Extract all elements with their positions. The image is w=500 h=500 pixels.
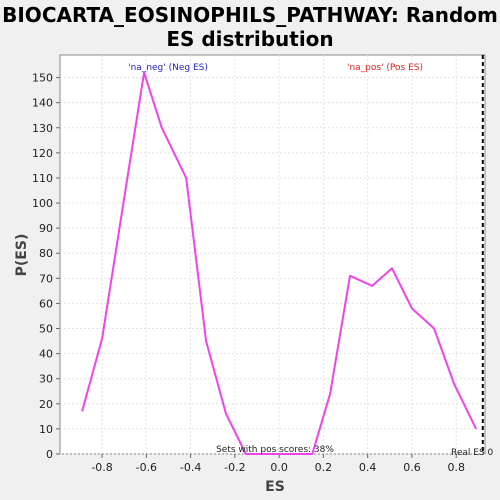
y-tick-label: 100 — [32, 197, 53, 210]
series-group — [81, 71, 477, 455]
y-tick-label: 0 — [46, 448, 53, 461]
pos-scores-label: Sets with pos scores: 38% — [216, 445, 334, 455]
y-tick-label: 130 — [32, 122, 53, 135]
y-tick-label: 90 — [39, 222, 53, 235]
y-tick-label: 110 — [32, 172, 53, 185]
y-tick-label: 70 — [39, 272, 53, 285]
x-tick-label: 0.2 — [315, 461, 333, 474]
y-tick-label: 30 — [39, 373, 53, 386]
x-tick-label: 0.6 — [403, 461, 421, 474]
y-axis-ticks: 0 10 20 30 40 50 60 70 80 90 100 110 120 130 140 150 — [32, 72, 60, 461]
y-tick-label: 150 — [32, 72, 53, 85]
real-es-label: Real ES 0 — [451, 448, 494, 458]
x-axis-ticks: -0.8 -0.6 -0.4 -0.2 0.0 0.2 0.4 0.6 0.8 — [91, 454, 465, 474]
y-tick-label: 50 — [39, 323, 53, 336]
pos-es-label: 'na_pos' (Pos ES) — [347, 63, 423, 73]
es-distribution-line — [81, 71, 477, 455]
chart-title-line-1: BIOCARTA_EOSINOPHILS_PATHWAY: Random — [2, 3, 498, 27]
y-tick-label: 140 — [32, 97, 53, 110]
y-tick-label: 20 — [39, 398, 53, 411]
y-tick-label: 10 — [39, 423, 53, 436]
chart-title-line-2: ES distribution — [166, 27, 333, 51]
x-tick-label: -0.2 — [224, 461, 245, 474]
x-tick-label: -0.4 — [180, 461, 201, 474]
x-tick-label: 0.8 — [447, 461, 465, 474]
x-tick-label: -0.8 — [91, 461, 112, 474]
y-tick-label: 60 — [39, 297, 53, 310]
plot-area — [59, 54, 486, 455]
x-tick-label: -0.6 — [136, 461, 157, 474]
y-tick-label: 40 — [39, 348, 53, 361]
y-axis-title: P(ES) — [14, 234, 30, 277]
neg-es-label: 'na_neg' (Neg ES) — [128, 63, 208, 73]
x-tick-label: 0.0 — [270, 461, 288, 474]
x-axis-title: ES — [265, 479, 285, 495]
y-tick-label: 80 — [39, 247, 53, 260]
x-tick-label: 0.4 — [359, 461, 377, 474]
y-tick-label: 120 — [32, 147, 53, 160]
